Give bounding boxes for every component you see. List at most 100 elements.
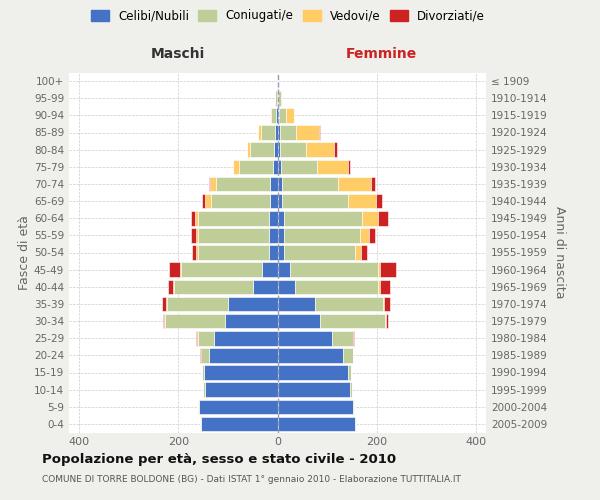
Bar (383, 296, 384, 311)
Bar (384, 296, 389, 311)
Bar (197, 331, 198, 345)
Bar (197, 211, 269, 226)
Bar (191, 245, 196, 260)
Bar (204, 365, 277, 380)
Bar (380, 280, 389, 294)
Bar (277, 262, 290, 277)
Bar (174, 280, 253, 294)
Bar (281, 160, 317, 174)
Bar (197, 245, 269, 260)
Bar (277, 91, 278, 106)
Bar (269, 228, 277, 242)
Bar (315, 296, 383, 311)
Bar (271, 108, 275, 122)
Bar (277, 125, 280, 140)
Bar (165, 314, 226, 328)
Bar (277, 245, 284, 260)
Bar (279, 108, 286, 122)
Bar (275, 125, 277, 140)
Bar (380, 262, 396, 277)
Bar (277, 365, 348, 380)
Bar (168, 280, 173, 294)
Bar (386, 314, 388, 328)
Bar (239, 160, 272, 174)
Bar (277, 382, 350, 397)
Bar (283, 176, 338, 191)
Bar (198, 331, 214, 345)
Bar (199, 400, 277, 414)
Bar (191, 228, 196, 242)
Bar (169, 262, 180, 277)
Bar (164, 314, 165, 328)
Text: Maschi: Maschi (150, 46, 205, 60)
Bar (205, 382, 277, 397)
Bar (214, 331, 277, 345)
Bar (191, 211, 195, 226)
Bar (317, 160, 348, 174)
Bar (197, 228, 269, 242)
Bar (274, 142, 277, 157)
Bar (371, 176, 375, 191)
Bar (275, 91, 277, 106)
Bar (284, 211, 362, 226)
Bar (284, 228, 360, 242)
Bar (277, 296, 315, 311)
Bar (277, 331, 332, 345)
Bar (200, 416, 277, 431)
Bar (334, 142, 337, 157)
Bar (277, 211, 284, 226)
Bar (277, 194, 283, 208)
Bar (270, 176, 277, 191)
Bar (378, 262, 380, 277)
Bar (257, 125, 260, 140)
Bar (162, 296, 166, 311)
Bar (196, 245, 197, 260)
Bar (284, 245, 355, 260)
Bar (283, 194, 348, 208)
Bar (202, 194, 205, 208)
Bar (173, 280, 174, 294)
Bar (348, 160, 350, 174)
Bar (277, 314, 320, 328)
Bar (262, 262, 277, 277)
Bar (361, 245, 367, 260)
Bar (353, 331, 355, 345)
Bar (277, 108, 279, 122)
Bar (332, 331, 353, 345)
Bar (348, 365, 351, 380)
Bar (269, 245, 277, 260)
Bar (203, 382, 205, 397)
Bar (269, 211, 277, 226)
Bar (306, 142, 334, 157)
Bar (360, 228, 370, 242)
Legend: Celibi/Nubili, Coniugati/e, Vedovi/e, Divorziati/e: Celibi/Nubili, Coniugati/e, Vedovi/e, Di… (87, 6, 489, 26)
Bar (295, 280, 378, 294)
Bar (181, 262, 262, 277)
Bar (277, 160, 281, 174)
Bar (277, 228, 284, 242)
Bar (272, 160, 277, 174)
Bar (280, 142, 306, 157)
Bar (250, 142, 274, 157)
Bar (205, 194, 211, 208)
Bar (260, 125, 275, 140)
Bar (286, 108, 295, 122)
Bar (378, 211, 388, 226)
Bar (281, 91, 283, 106)
Bar (350, 382, 352, 397)
Bar (320, 314, 385, 328)
Bar (277, 176, 283, 191)
Bar (290, 262, 378, 277)
Bar (277, 280, 295, 294)
Bar (166, 296, 167, 311)
Bar (209, 176, 211, 191)
Bar (211, 194, 269, 208)
Bar (277, 416, 355, 431)
Y-axis label: Anni di nascita: Anni di nascita (553, 206, 566, 298)
Bar (209, 348, 277, 362)
Bar (195, 211, 197, 226)
Y-axis label: Fasce di età: Fasce di età (18, 215, 31, 290)
Bar (226, 314, 277, 328)
Bar (196, 331, 197, 345)
Bar (217, 176, 270, 191)
